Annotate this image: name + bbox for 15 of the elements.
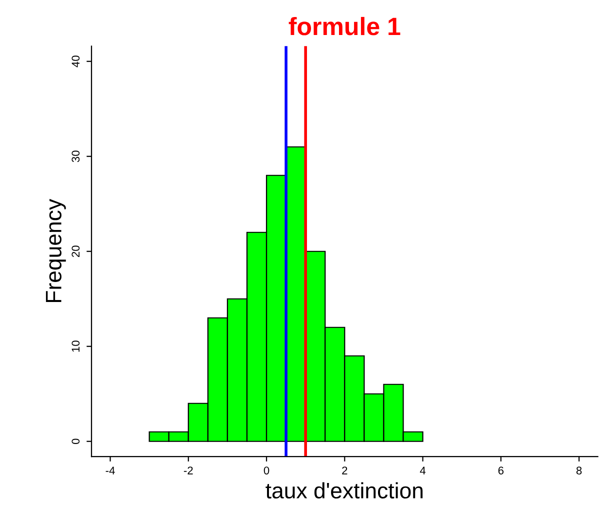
x-tick-label: -4 — [106, 466, 115, 474]
y-tick-label: 40 — [72, 56, 80, 68]
y-tick-label: 10 — [72, 340, 80, 352]
x-tick-label: 6 — [498, 466, 504, 474]
x-tick-label: 0 — [264, 466, 270, 474]
y-tick-label: 0 — [72, 438, 80, 444]
x-tick-label: 4 — [420, 466, 426, 474]
x-tick-label: 2 — [342, 466, 348, 474]
chart-title: formule 1 — [288, 16, 400, 36]
x-axis-title: taux d'extinction — [266, 482, 423, 499]
x-tick-label: -2 — [184, 466, 193, 474]
y-tick-label: 30 — [72, 150, 80, 162]
y-tick-label: 20 — [72, 246, 80, 257]
y-axis-title: Frequency — [46, 198, 66, 302]
x-tick-label: 8 — [576, 466, 582, 474]
